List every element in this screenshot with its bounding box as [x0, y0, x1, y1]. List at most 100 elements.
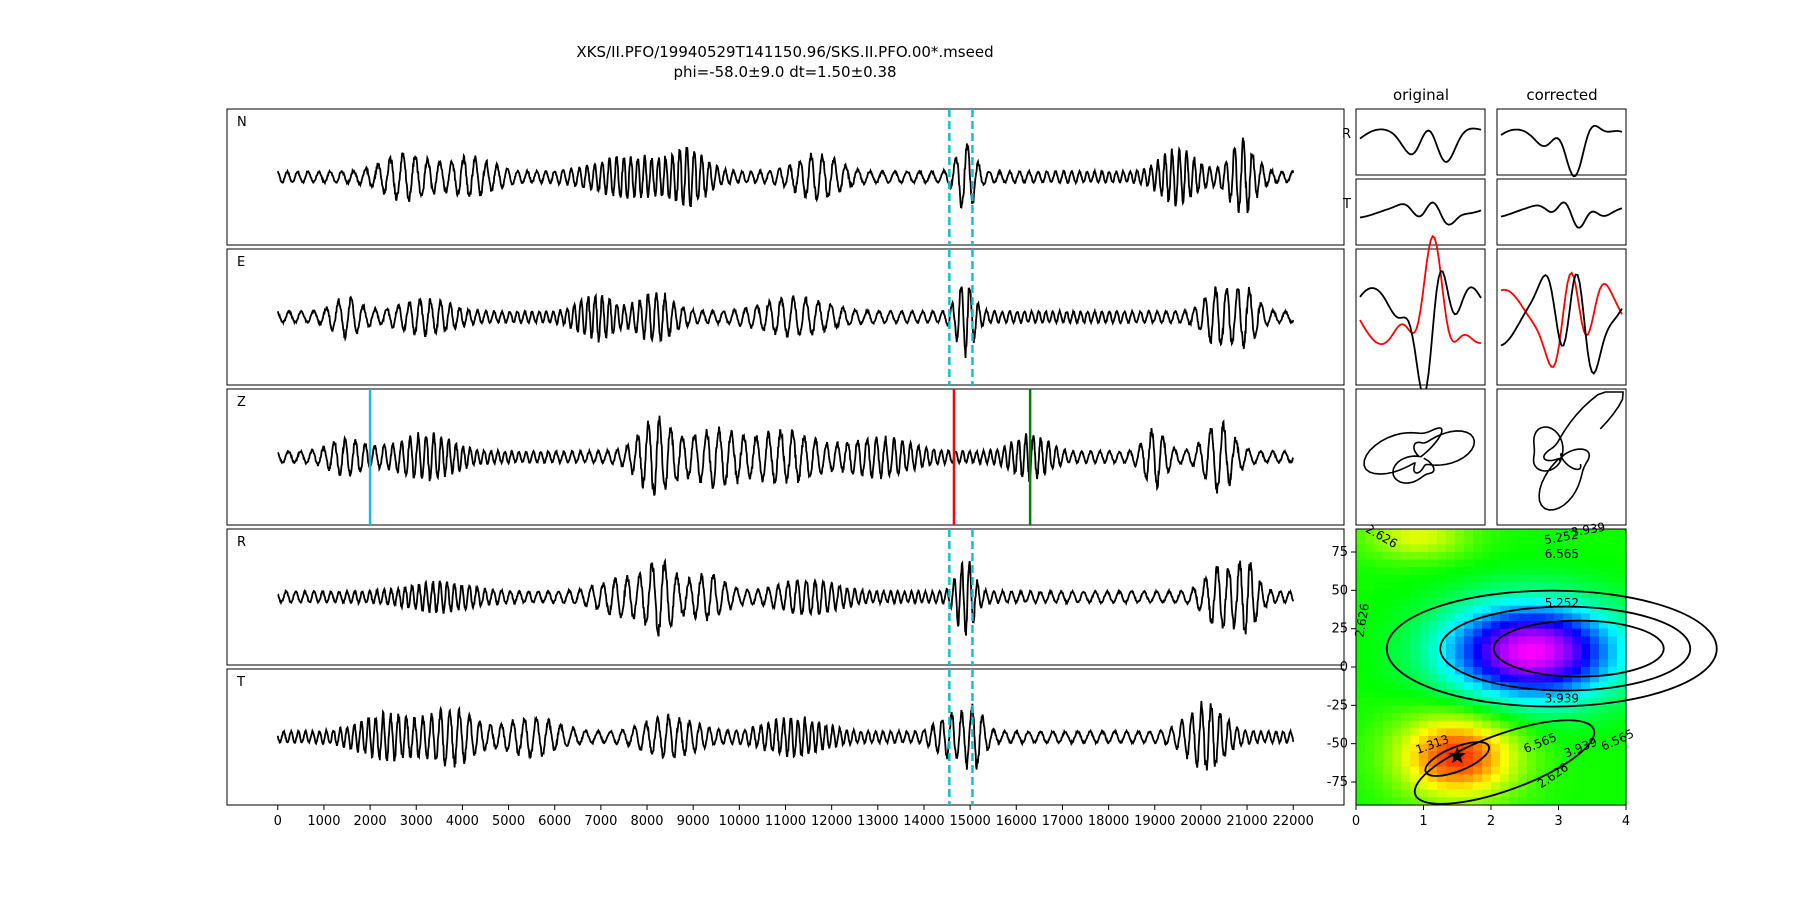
surface-cell [1599, 582, 1609, 591]
surface-cell [1419, 590, 1429, 599]
x-tick-label: 2 [1487, 814, 1495, 829]
surface-cell [1419, 544, 1429, 553]
surface-cell [1419, 705, 1429, 714]
surface-cell [1401, 759, 1411, 768]
surface-cell [1563, 605, 1573, 614]
surface-cell [1545, 682, 1555, 691]
surface-cell [1572, 590, 1582, 599]
surface-cell [1365, 613, 1375, 622]
surface-cell [1374, 544, 1384, 553]
surface-cell [1410, 644, 1420, 653]
surface-cell [1383, 690, 1393, 699]
surface-cell [1590, 575, 1600, 584]
surface-cell [1437, 628, 1447, 637]
surface-cell [1356, 552, 1366, 561]
surface-cell [1437, 759, 1447, 768]
surface-cell [1518, 636, 1528, 645]
surface-cell [1446, 582, 1456, 591]
surface-cell [1599, 736, 1609, 745]
surface-cell [1356, 766, 1366, 775]
surface-cell [1599, 713, 1609, 722]
surface-cell [1500, 705, 1510, 714]
surface-cell [1554, 529, 1564, 538]
surface-cell [1356, 605, 1366, 614]
surface-cell [1491, 697, 1501, 706]
surface-cell [1599, 797, 1609, 806]
surface-cell [1509, 697, 1519, 706]
surface-cell [1464, 605, 1474, 614]
surface-cell [1437, 659, 1447, 668]
surface-cell [1410, 636, 1420, 645]
surface-cell [1500, 759, 1510, 768]
surface-cell [1572, 674, 1582, 683]
surface-cell [1356, 575, 1366, 584]
surface-cell [1401, 567, 1411, 576]
surface-cell [1419, 621, 1429, 630]
surface-cell [1518, 713, 1528, 722]
surface-cell [1401, 736, 1411, 745]
surface-cell [1482, 667, 1492, 676]
surface-cell [1500, 567, 1510, 576]
surface-cell [1491, 552, 1501, 561]
surface-cell [1527, 736, 1537, 745]
surface-cell [1356, 682, 1366, 691]
surface-cell [1599, 544, 1609, 553]
surface-cell [1473, 659, 1483, 668]
surface-cell [1572, 682, 1582, 691]
surface-cell [1491, 728, 1501, 737]
surface-cell [1482, 559, 1492, 568]
contour-label: 3.939 [1570, 520, 1606, 540]
surface-cell [1554, 613, 1564, 622]
surface-cell [1491, 705, 1501, 714]
surface-cell [1563, 736, 1573, 745]
surface-cell [1410, 552, 1420, 561]
trace-panel-e: E [226, 248, 1345, 386]
surface-cell [1356, 751, 1366, 760]
surface-cell [1572, 605, 1582, 614]
surface-cell [1554, 621, 1564, 630]
surface-cell [1446, 659, 1456, 668]
surface-cell [1518, 575, 1528, 584]
surface-cell [1554, 705, 1564, 714]
trace-channel-label: N [237, 115, 247, 130]
surface-cell [1428, 552, 1438, 561]
surface-cell [1491, 567, 1501, 576]
surface-cell [1491, 559, 1501, 568]
surface-cell [1410, 728, 1420, 737]
surface-cell [1383, 582, 1393, 591]
surface-cell [1383, 674, 1393, 683]
surface-cell [1419, 636, 1429, 645]
surface-cell [1509, 667, 1519, 676]
trace-panel-frame [226, 248, 1345, 386]
surface-cell [1392, 613, 1402, 622]
surface-cell [1536, 621, 1546, 630]
surface-cell [1554, 766, 1564, 775]
surface-cell [1365, 575, 1375, 584]
surface-cell [1518, 536, 1528, 545]
surface-cell [1617, 705, 1627, 714]
surface-cell [1599, 682, 1609, 691]
surface-cell [1572, 651, 1582, 660]
header-original: original [1393, 86, 1449, 104]
surface-cell [1410, 782, 1420, 791]
surface-cell [1410, 559, 1420, 568]
surface-cell [1428, 774, 1438, 783]
surface-cell [1590, 644, 1600, 653]
surface-cell [1473, 759, 1483, 768]
surface-cell [1554, 690, 1564, 699]
surface-cell [1536, 598, 1546, 607]
surface-cell [1599, 590, 1609, 599]
surface-cell [1572, 544, 1582, 553]
surface-cell [1401, 582, 1411, 591]
surface-cell [1509, 582, 1519, 591]
surface-cell [1446, 774, 1456, 783]
surface-cell [1455, 705, 1465, 714]
surface-cell [1572, 636, 1582, 645]
surface-cell [1482, 582, 1492, 591]
surface-cell [1563, 659, 1573, 668]
surface-cell [1437, 605, 1447, 614]
surface-cell [1581, 736, 1591, 745]
surface-cell [1383, 682, 1393, 691]
surface-cell [1572, 582, 1582, 591]
surface-cell [1554, 651, 1564, 660]
